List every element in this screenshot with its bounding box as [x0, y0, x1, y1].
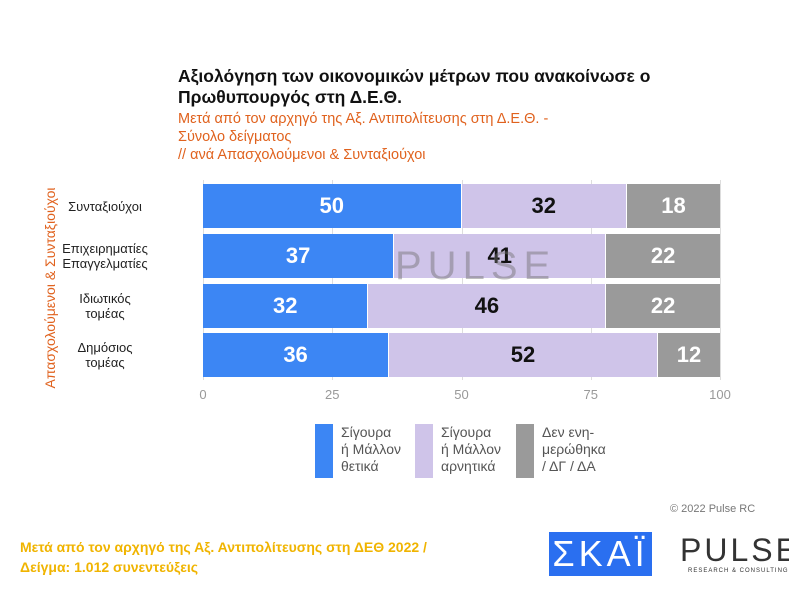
gridline — [590, 180, 592, 380]
bar-segment: 52 — [389, 333, 657, 377]
legend-item: Σίγουρα ή Μάλλον αρνητικά — [415, 424, 501, 478]
bar-segment: 22 — [606, 284, 720, 328]
x-tick-label: 25 — [325, 387, 340, 402]
legend-swatch — [415, 424, 433, 478]
legend-item: Δεν ενη- μερώθηκα / ΔΓ / ΔΑ — [516, 424, 606, 478]
x-tick-label: 75 — [583, 387, 598, 402]
bar-segment: 50 — [203, 184, 461, 228]
copyright: © 2022 Pulse RC — [670, 503, 756, 515]
bar-segment: 22 — [606, 234, 720, 278]
skai-logo: ΣΚΑΪ — [549, 532, 652, 576]
category-label: Δημόσιος τομέας — [77, 340, 133, 370]
gridline — [332, 180, 334, 380]
chart-subtitle: Μετά από τον αρχηγό της Αξ. Αντιπολίτευσ… — [178, 111, 549, 163]
bar-segment: 37 — [203, 234, 394, 278]
gridline — [461, 180, 463, 380]
bar-segment: 32 — [461, 184, 626, 228]
gridline — [720, 180, 721, 380]
bar-segment: 12 — [657, 333, 720, 377]
bar-segment: 36 — [203, 333, 389, 377]
footer-note: Μετά από τον αρχηγό της Αξ. Αντιπολίτευσ… — [20, 539, 427, 575]
bar-segment: 46 — [368, 284, 606, 328]
pulse-logo: PULSE — [680, 532, 789, 568]
category-label: Συνταξιούχοι — [68, 198, 142, 214]
chart-title: Αξιολόγηση των οικονομικών μέτρων που αν… — [178, 66, 651, 107]
legend-label: Σίγουρα ή Μάλλον θετικά — [341, 424, 402, 474]
bar-segment: 41 — [394, 234, 606, 278]
legend-swatch — [516, 424, 534, 478]
category-label: Ιδιωτικός τομέας — [79, 291, 131, 321]
bar-segment: 32 — [203, 284, 368, 328]
x-tick-label: 100 — [709, 387, 731, 402]
bar-segment: 18 — [626, 184, 720, 228]
x-tick-label: 0 — [199, 387, 207, 402]
legend-swatch — [315, 424, 333, 478]
pulse-logo-subtitle: RESEARCH & CONSULTING — [688, 568, 789, 574]
category-label: Επιχειρηματίες Επαγγελματίες — [62, 241, 148, 271]
x-tick-label: 50 — [454, 387, 469, 402]
legend-label: Δεν ενη- μερώθηκα / ΔΓ / ΔΑ — [542, 424, 606, 474]
legend-item: Σίγουρα ή Μάλλον θετικά — [315, 424, 401, 478]
legend-label: Σίγουρα ή Μάλλον αρνητικά — [441, 424, 502, 474]
gridline — [203, 180, 204, 380]
